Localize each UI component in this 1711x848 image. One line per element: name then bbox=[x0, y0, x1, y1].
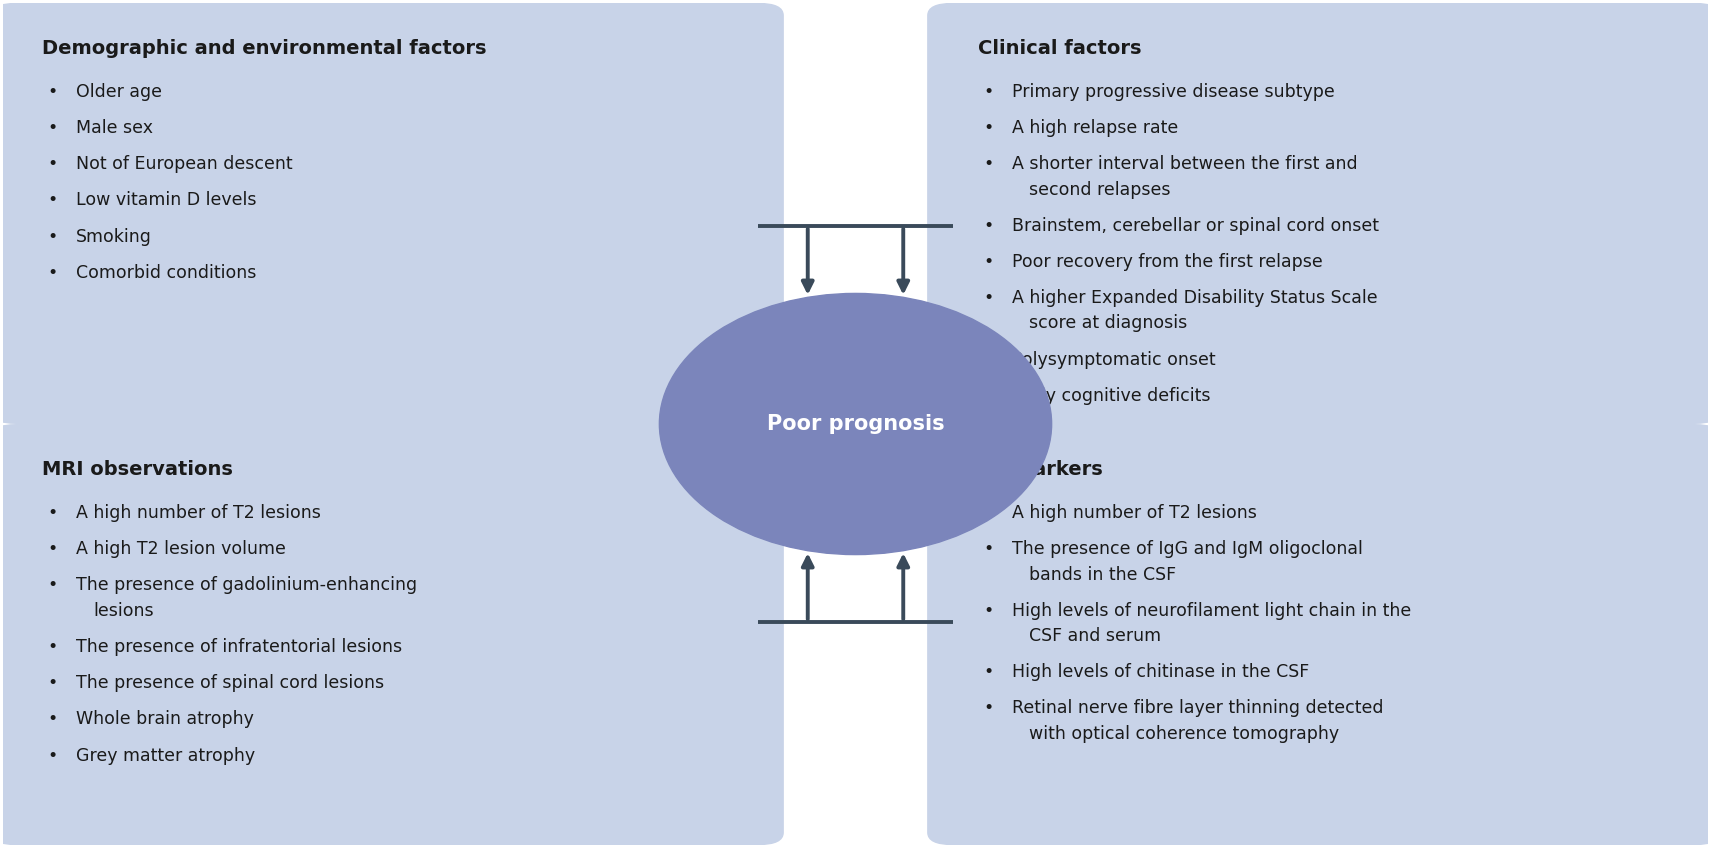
Text: Retinal nerve fibre layer thinning detected: Retinal nerve fibre layer thinning detec… bbox=[1013, 700, 1384, 717]
Text: •: • bbox=[48, 119, 58, 137]
Text: •: • bbox=[984, 700, 994, 717]
Text: •: • bbox=[984, 540, 994, 558]
FancyBboxPatch shape bbox=[0, 424, 784, 845]
Text: The presence of IgG and IgM oligoclonal: The presence of IgG and IgM oligoclonal bbox=[1013, 540, 1364, 558]
Text: score at diagnosis: score at diagnosis bbox=[1030, 315, 1187, 332]
Text: •: • bbox=[984, 119, 994, 137]
Text: •: • bbox=[984, 289, 994, 307]
Text: •: • bbox=[984, 83, 994, 101]
Text: •: • bbox=[48, 638, 58, 656]
Text: A shorter interval between the first and: A shorter interval between the first and bbox=[1013, 155, 1359, 173]
Text: Not of European descent: Not of European descent bbox=[75, 155, 293, 173]
Text: lesions: lesions bbox=[92, 602, 154, 620]
Text: Whole brain atrophy: Whole brain atrophy bbox=[75, 711, 253, 728]
Text: Comorbid conditions: Comorbid conditions bbox=[75, 264, 257, 282]
Text: Polysymptomatic onset: Polysymptomatic onset bbox=[1013, 351, 1217, 369]
Text: •: • bbox=[984, 602, 994, 620]
Text: •: • bbox=[48, 674, 58, 692]
FancyBboxPatch shape bbox=[927, 3, 1711, 424]
Text: The presence of gadolinium-enhancing: The presence of gadolinium-enhancing bbox=[75, 577, 417, 594]
Text: second relapses: second relapses bbox=[1030, 181, 1170, 198]
Text: MRI observations: MRI observations bbox=[43, 460, 233, 479]
Text: Early cognitive deficits: Early cognitive deficits bbox=[1013, 387, 1211, 405]
Text: Low vitamin D levels: Low vitamin D levels bbox=[75, 192, 257, 209]
Text: Male sex: Male sex bbox=[75, 119, 152, 137]
Text: A higher Expanded Disability Status Scale: A higher Expanded Disability Status Scal… bbox=[1013, 289, 1377, 307]
Text: •: • bbox=[48, 264, 58, 282]
Text: A high relapse rate: A high relapse rate bbox=[1013, 119, 1179, 137]
Text: •: • bbox=[48, 711, 58, 728]
Text: •: • bbox=[984, 155, 994, 173]
Text: •: • bbox=[984, 253, 994, 271]
Text: •: • bbox=[984, 387, 994, 405]
Text: Brainstem, cerebellar or spinal cord onset: Brainstem, cerebellar or spinal cord ons… bbox=[1013, 217, 1379, 235]
Text: Smoking: Smoking bbox=[75, 228, 152, 246]
Text: CSF and serum: CSF and serum bbox=[1030, 627, 1162, 645]
Text: Biomarkers: Biomarkers bbox=[979, 460, 1104, 479]
FancyBboxPatch shape bbox=[927, 424, 1711, 845]
Text: The presence of spinal cord lesions: The presence of spinal cord lesions bbox=[75, 674, 385, 692]
Text: •: • bbox=[48, 577, 58, 594]
Text: Poor recovery from the first relapse: Poor recovery from the first relapse bbox=[1013, 253, 1323, 271]
FancyBboxPatch shape bbox=[0, 3, 784, 424]
Text: Grey matter atrophy: Grey matter atrophy bbox=[75, 746, 255, 765]
Text: Poor prognosis: Poor prognosis bbox=[767, 414, 944, 434]
Text: Primary progressive disease subtype: Primary progressive disease subtype bbox=[1013, 83, 1335, 101]
Text: The presence of infratentorial lesions: The presence of infratentorial lesions bbox=[75, 638, 402, 656]
Text: A high T2 lesion volume: A high T2 lesion volume bbox=[75, 540, 286, 558]
Text: •: • bbox=[984, 351, 994, 369]
Text: •: • bbox=[48, 228, 58, 246]
Text: Older age: Older age bbox=[75, 83, 163, 101]
Text: Demographic and environmental factors: Demographic and environmental factors bbox=[43, 39, 486, 58]
Text: •: • bbox=[48, 540, 58, 558]
Text: bands in the CSF: bands in the CSF bbox=[1030, 566, 1177, 583]
Text: •: • bbox=[48, 83, 58, 101]
Text: •: • bbox=[48, 504, 58, 522]
Text: •: • bbox=[48, 192, 58, 209]
Text: A high number of T2 lesions: A high number of T2 lesions bbox=[1013, 504, 1258, 522]
Text: •: • bbox=[48, 746, 58, 765]
Text: Clinical factors: Clinical factors bbox=[979, 39, 1141, 58]
Text: High levels of chitinase in the CSF: High levels of chitinase in the CSF bbox=[1013, 663, 1309, 681]
Text: •: • bbox=[984, 663, 994, 681]
Text: with optical coherence tomography: with optical coherence tomography bbox=[1030, 725, 1340, 743]
Ellipse shape bbox=[659, 293, 1052, 555]
Text: •: • bbox=[984, 504, 994, 522]
Text: High levels of neurofilament light chain in the: High levels of neurofilament light chain… bbox=[1013, 602, 1412, 620]
Text: •: • bbox=[984, 217, 994, 235]
Text: •: • bbox=[48, 155, 58, 173]
Text: A high number of T2 lesions: A high number of T2 lesions bbox=[75, 504, 322, 522]
